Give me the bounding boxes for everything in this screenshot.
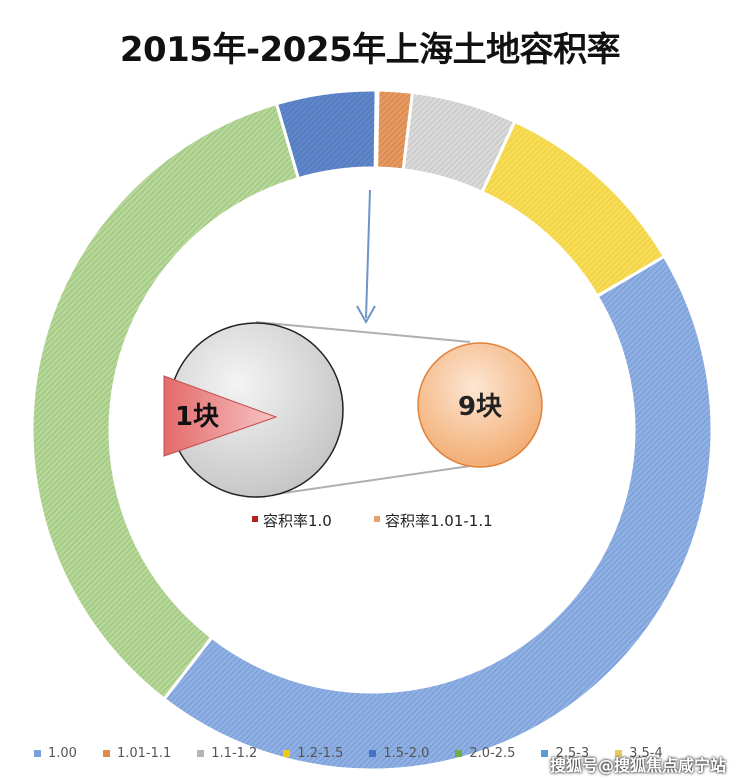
legend-item: 3.5-4: [615, 746, 663, 761]
chart-title: 2015年-2025年上海土地容积率: [119, 30, 621, 70]
legend-swatch: [369, 750, 377, 757]
donut-slice-2_0-2_5: [30, 101, 301, 702]
legend-swatch: [34, 750, 41, 757]
inset-legend-swatch-1: [252, 516, 258, 522]
legend-label: 1.5-2.0: [383, 746, 430, 761]
chart-legend: 1.00 1.01-1.1 1.1-1.2 1.2-1.5 1.5-2.0 2.0-2.5…: [34, 746, 689, 768]
legend-label: 1.2-1.5: [297, 746, 344, 761]
legend-swatch: [541, 750, 549, 757]
legend-label: 1.1-1.2: [211, 746, 258, 761]
legend-item: 2.0-2.5: [455, 746, 515, 761]
legend-label: 1.00: [48, 746, 77, 761]
legend-swatch: [615, 750, 623, 757]
legend-swatch: [197, 750, 205, 757]
zoom-arrow: [365, 189, 371, 319]
watermark-text: 搜狐号@搜狐焦点咸宁站: [549, 756, 726, 775]
donut-slice-1_2-1_5: [480, 119, 667, 299]
connector-line-top: [255, 321, 471, 343]
legend-swatch: [102, 750, 110, 757]
inset-right-bubble-label: 9块: [458, 392, 502, 422]
legend-item: 1.2-1.5: [283, 746, 343, 761]
inset-legend-label-2: 容积率1.01-1.1: [385, 512, 493, 530]
legend-item: 1.5-2.0: [369, 746, 429, 761]
zoom-arrow-head: [356, 305, 376, 325]
legend-item: 1.00: [34, 746, 77, 761]
donut-slice-3_5-4: [274, 88, 378, 181]
inset-legend: 容积率1.0 容积率1.01-1.1: [252, 512, 493, 530]
legend-swatch: [283, 750, 291, 757]
inset-left-bubble-label: 1块: [175, 402, 219, 432]
legend-item: 1.01-1.1: [102, 746, 172, 761]
legend-label: 2.5-3: [555, 746, 590, 761]
legend-item: 2.5-3: [541, 746, 589, 761]
connector-line-bottom: [255, 465, 471, 498]
inset-orange-bubble: [417, 342, 543, 468]
legend-label: 3.5-4: [629, 746, 663, 761]
legend-item: 1.1-1.2: [197, 746, 257, 761]
legend-label: 1.01-1.1: [116, 746, 172, 761]
legend-swatch: [455, 750, 463, 757]
donut-slices: [30, 88, 714, 772]
legend-label: 2.0-2.5: [469, 746, 516, 761]
inset-legend-swatch-2: [374, 516, 380, 522]
inset-red-triangle: [163, 375, 278, 457]
donut-slice-2_5-3: [161, 254, 714, 772]
inset-legend-label-1: 容积率1.0: [263, 512, 332, 530]
